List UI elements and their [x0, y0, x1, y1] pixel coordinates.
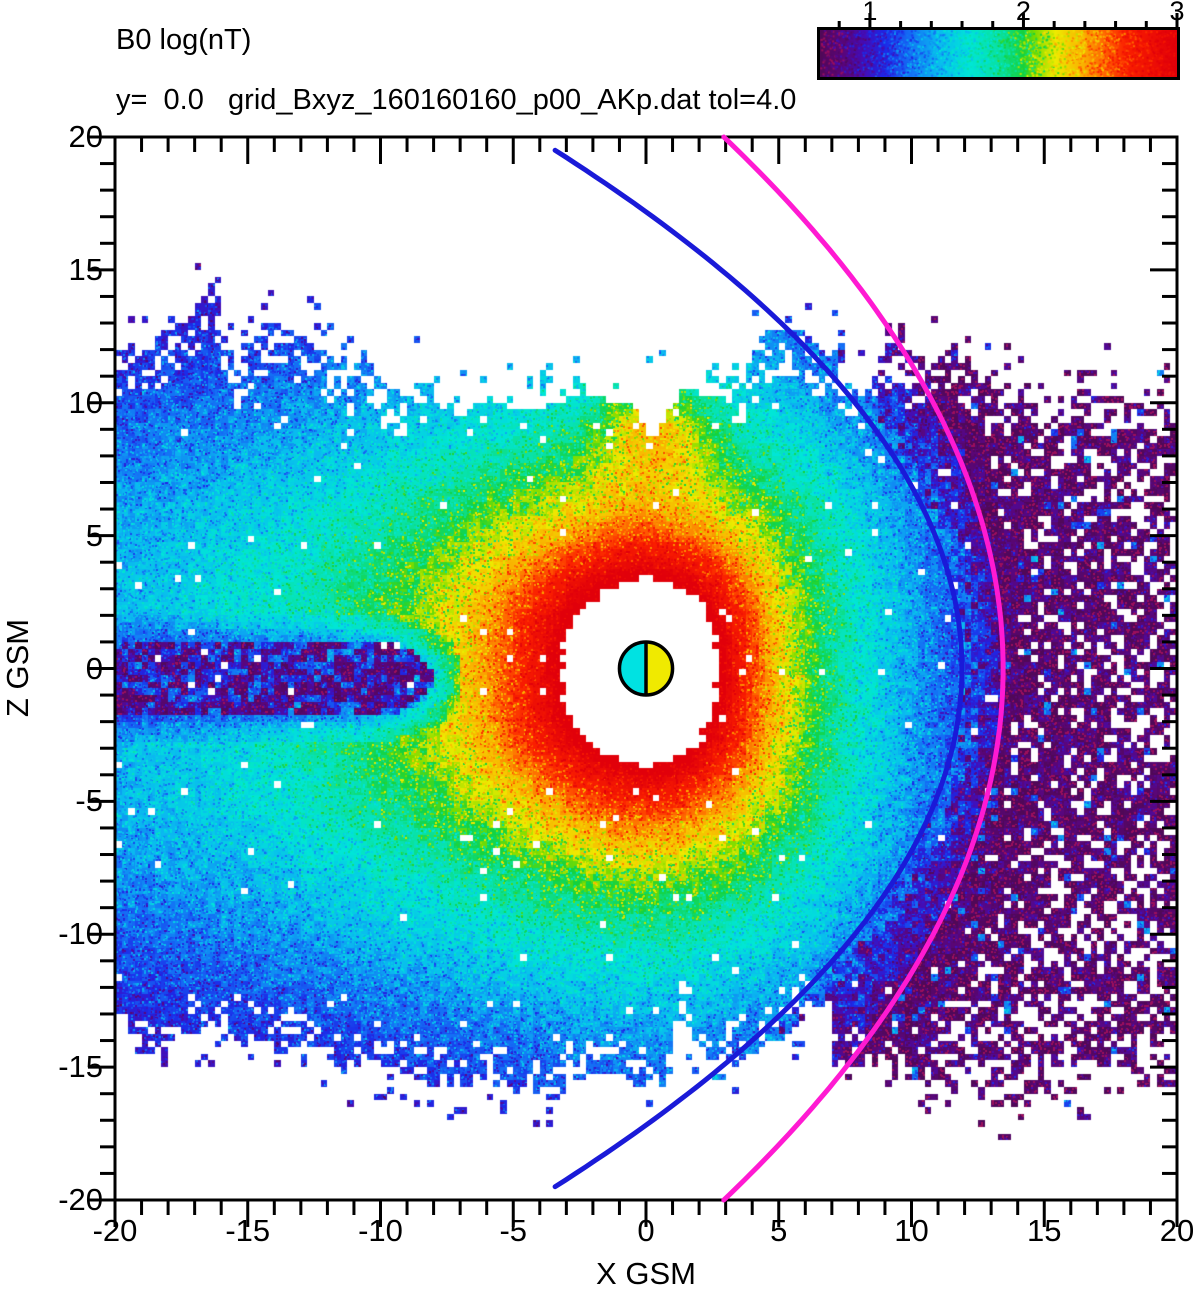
- colorbar: [817, 27, 1180, 80]
- x-tick-label: 20: [1159, 1213, 1193, 1248]
- page-title: B0 log(nT): [116, 24, 252, 56]
- z-tick-label: 5: [85, 517, 103, 553]
- x-tick-label: 15: [1027, 1213, 1062, 1248]
- z-tick-label: -20: [58, 1182, 103, 1217]
- z-tick-label: -15: [58, 1049, 103, 1085]
- x-tick-label: -5: [499, 1213, 528, 1248]
- x-tick-label: 10: [894, 1213, 929, 1248]
- x-tick-label: 0: [637, 1213, 655, 1248]
- x-axis-label: X GSM: [596, 1256, 696, 1291]
- subtitle: y= 0.0 grid_Bxyz_160160160_p00_AKp.dat t…: [116, 84, 797, 116]
- colorbar-tick-label: 3: [1169, 0, 1185, 26]
- x-tick-label: -20: [92, 1213, 138, 1248]
- colorbar-tick-label: 2: [1015, 0, 1031, 26]
- z-tick-label: 15: [68, 251, 103, 287]
- heatmap-canvas: [115, 137, 1177, 1200]
- x-tick-label: -10: [358, 1213, 403, 1248]
- colorbar-tick-label: 1: [862, 0, 878, 26]
- z-tick-label: -10: [58, 916, 103, 952]
- x-tick-label: 5: [770, 1213, 788, 1248]
- colorbar-canvas: [820, 30, 1177, 77]
- z-tick-label: 10: [68, 384, 103, 420]
- z-axis-label: Z GSM: [0, 618, 35, 718]
- z-tick-label: -5: [75, 783, 103, 819]
- x-tick-label: -15: [225, 1213, 271, 1248]
- z-tick-label: 0: [85, 650, 103, 686]
- z-tick-label: 20: [68, 119, 103, 154]
